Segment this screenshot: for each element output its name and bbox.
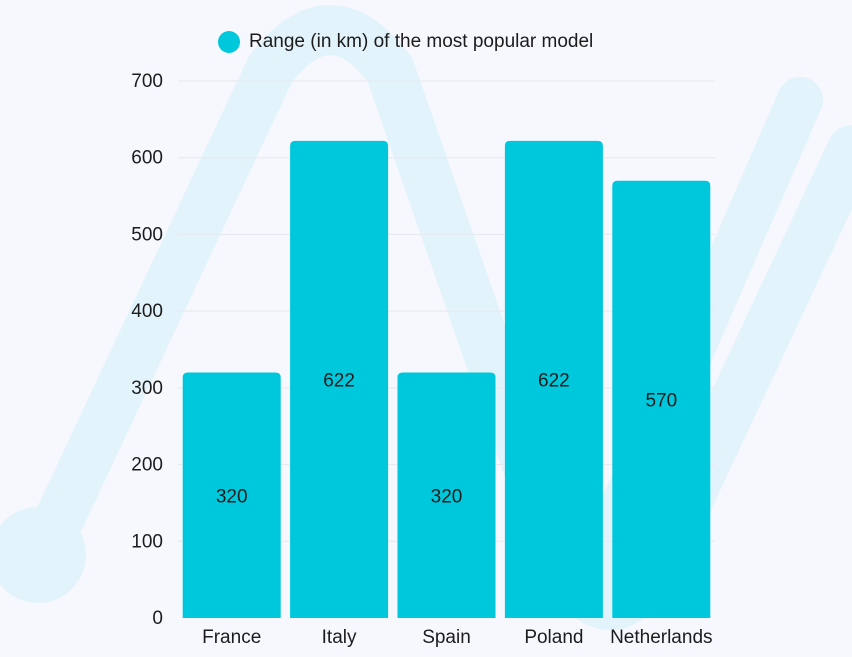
bar-data-label: 320	[431, 486, 463, 507]
chart-legend: Range (in km) of the most popular model	[218, 30, 593, 54]
x-tick-label: Poland	[524, 627, 583, 648]
legend-circle-icon	[218, 31, 240, 53]
y-tick-label: 400	[131, 301, 163, 322]
bar-france	[182, 372, 281, 618]
bar-spain	[397, 372, 496, 618]
y-tick-label: 100	[131, 531, 163, 552]
bars: 320 622 320 622 570	[182, 140, 711, 618]
x-axis-tick-labels: France Italy Spain Poland Netherlands	[202, 627, 712, 648]
x-tick-label: France	[202, 627, 261, 648]
bar-data-label: 622	[323, 370, 355, 391]
bar-netherlands	[612, 180, 711, 618]
bar-italy	[290, 140, 389, 618]
y-tick-label: 700	[131, 71, 163, 92]
legend-label: Range (in km) of the most popular model	[249, 31, 594, 52]
y-tick-label: 0	[152, 608, 163, 629]
y-tick-label: 500	[131, 224, 163, 245]
x-tick-label: Italy	[322, 627, 357, 648]
y-tick-label: 200	[131, 455, 163, 476]
bar-poland	[504, 140, 603, 618]
bar-data-label: 320	[216, 486, 248, 507]
bar-data-label: 570	[645, 390, 677, 411]
x-tick-label: Spain	[422, 627, 471, 648]
y-tick-label: 600	[131, 148, 163, 169]
y-axis-tick-labels: 0 100 200 300 400 500 600 700	[131, 71, 163, 629]
bar-data-label: 622	[538, 370, 570, 391]
y-tick-label: 300	[131, 378, 163, 399]
x-tick-label: Netherlands	[610, 627, 712, 648]
